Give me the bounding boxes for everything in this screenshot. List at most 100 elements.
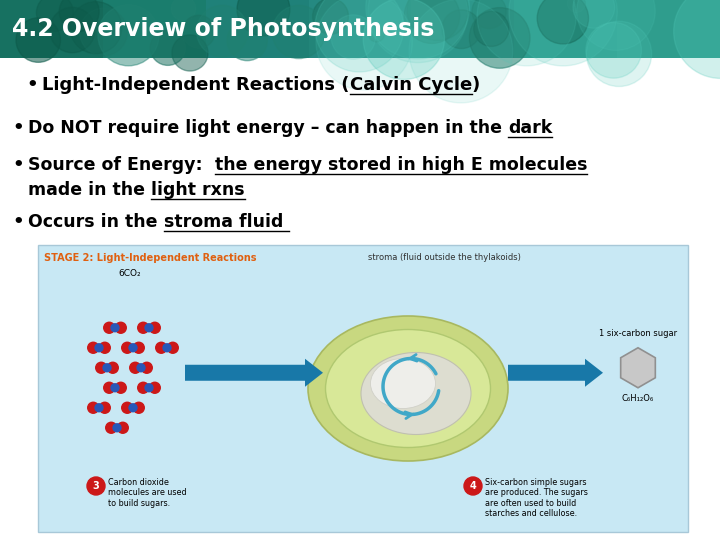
Polygon shape bbox=[621, 348, 655, 388]
Circle shape bbox=[331, 15, 376, 59]
Circle shape bbox=[129, 344, 137, 352]
Circle shape bbox=[150, 30, 185, 65]
Text: •: • bbox=[12, 119, 24, 137]
Circle shape bbox=[586, 23, 642, 78]
Bar bbox=[0, 0, 103, 58]
Circle shape bbox=[104, 322, 114, 333]
Circle shape bbox=[130, 362, 140, 373]
Circle shape bbox=[369, 26, 384, 42]
Circle shape bbox=[156, 342, 167, 353]
Ellipse shape bbox=[371, 359, 436, 408]
Text: stroma (fluid outside the thylakoids): stroma (fluid outside the thylakoids) bbox=[368, 253, 521, 262]
Circle shape bbox=[141, 362, 152, 373]
FancyArrow shape bbox=[508, 359, 603, 387]
Circle shape bbox=[363, 0, 444, 79]
Circle shape bbox=[237, 0, 290, 36]
Circle shape bbox=[133, 342, 144, 353]
Circle shape bbox=[586, 21, 652, 86]
Circle shape bbox=[145, 384, 153, 392]
Circle shape bbox=[138, 382, 149, 393]
Bar bbox=[514, 0, 617, 58]
Circle shape bbox=[464, 477, 482, 495]
Circle shape bbox=[117, 422, 128, 433]
Circle shape bbox=[171, 0, 196, 21]
Circle shape bbox=[407, 0, 468, 40]
Circle shape bbox=[95, 344, 103, 352]
Circle shape bbox=[111, 324, 119, 332]
Circle shape bbox=[404, 0, 459, 44]
Circle shape bbox=[107, 362, 118, 373]
Circle shape bbox=[99, 402, 110, 413]
Circle shape bbox=[98, 5, 159, 66]
Circle shape bbox=[577, 0, 655, 50]
Circle shape bbox=[129, 404, 137, 411]
FancyArrow shape bbox=[185, 359, 323, 387]
Ellipse shape bbox=[308, 316, 508, 461]
Circle shape bbox=[111, 384, 119, 392]
Circle shape bbox=[37, 0, 73, 31]
Text: light rxns: light rxns bbox=[151, 181, 245, 199]
Text: Carbon dioxide
molecules are used
to build sugars.: Carbon dioxide molecules are used to bui… bbox=[108, 478, 186, 508]
Circle shape bbox=[149, 322, 161, 333]
Text: 6CO₂: 6CO₂ bbox=[118, 268, 140, 278]
Circle shape bbox=[315, 0, 404, 72]
Circle shape bbox=[113, 424, 121, 431]
Circle shape bbox=[16, 18, 60, 62]
Circle shape bbox=[149, 382, 161, 393]
Circle shape bbox=[104, 382, 114, 393]
Circle shape bbox=[103, 364, 111, 372]
Circle shape bbox=[122, 402, 132, 413]
Text: Do NOT require light energy – can happen in the: Do NOT require light energy – can happen… bbox=[28, 119, 508, 137]
Circle shape bbox=[95, 404, 103, 411]
Circle shape bbox=[59, 0, 99, 32]
Circle shape bbox=[163, 344, 171, 352]
Text: 1 six-carbon sugar: 1 six-carbon sugar bbox=[599, 329, 677, 338]
Text: •: • bbox=[26, 76, 38, 94]
Bar bbox=[0, 0, 720, 58]
Circle shape bbox=[88, 402, 99, 413]
Circle shape bbox=[537, 0, 588, 44]
Text: Six-carbon simple sugars
are produced. The sugars
are often used to build
starch: Six-carbon simple sugars are produced. T… bbox=[485, 478, 588, 518]
Text: STAGE 2: Light-Independent Reactions: STAGE 2: Light-Independent Reactions bbox=[44, 253, 256, 263]
Circle shape bbox=[409, 0, 513, 103]
Circle shape bbox=[509, 0, 617, 66]
Circle shape bbox=[567, 0, 585, 12]
Ellipse shape bbox=[325, 329, 490, 448]
Text: 4.2 Overview of Photosynthesis: 4.2 Overview of Photosynthesis bbox=[12, 17, 434, 41]
Text: made in the: made in the bbox=[28, 181, 151, 199]
Text: dark: dark bbox=[508, 119, 552, 137]
Circle shape bbox=[70, 2, 122, 53]
Circle shape bbox=[172, 35, 208, 71]
Bar bbox=[0, 58, 720, 540]
Circle shape bbox=[87, 477, 105, 495]
Circle shape bbox=[167, 342, 179, 353]
Circle shape bbox=[272, 5, 325, 59]
Circle shape bbox=[182, 15, 215, 48]
Circle shape bbox=[197, 5, 248, 57]
Circle shape bbox=[145, 324, 153, 332]
Circle shape bbox=[227, 21, 267, 60]
Bar bbox=[617, 0, 720, 58]
Circle shape bbox=[133, 402, 144, 413]
Text: Light-Independent Reactions (: Light-Independent Reactions ( bbox=[42, 76, 349, 94]
Circle shape bbox=[80, 8, 127, 56]
Text: the energy stored in high E molecules: the energy stored in high E molecules bbox=[215, 156, 587, 174]
Circle shape bbox=[122, 342, 132, 353]
Text: Calvin Cycle: Calvin Cycle bbox=[349, 76, 472, 94]
Circle shape bbox=[674, 0, 720, 78]
Ellipse shape bbox=[361, 353, 471, 435]
Circle shape bbox=[442, 10, 481, 49]
Circle shape bbox=[50, 7, 95, 53]
Text: stroma fluid: stroma fluid bbox=[163, 213, 289, 231]
Circle shape bbox=[312, 0, 348, 34]
Text: 4: 4 bbox=[469, 481, 477, 491]
Bar bbox=[411, 0, 514, 58]
Circle shape bbox=[474, 11, 509, 46]
Circle shape bbox=[472, 0, 506, 29]
Bar bbox=[206, 0, 309, 58]
Text: •: • bbox=[12, 156, 24, 174]
Circle shape bbox=[316, 0, 413, 90]
Circle shape bbox=[88, 342, 99, 353]
Circle shape bbox=[115, 322, 126, 333]
Bar bbox=[103, 0, 206, 58]
